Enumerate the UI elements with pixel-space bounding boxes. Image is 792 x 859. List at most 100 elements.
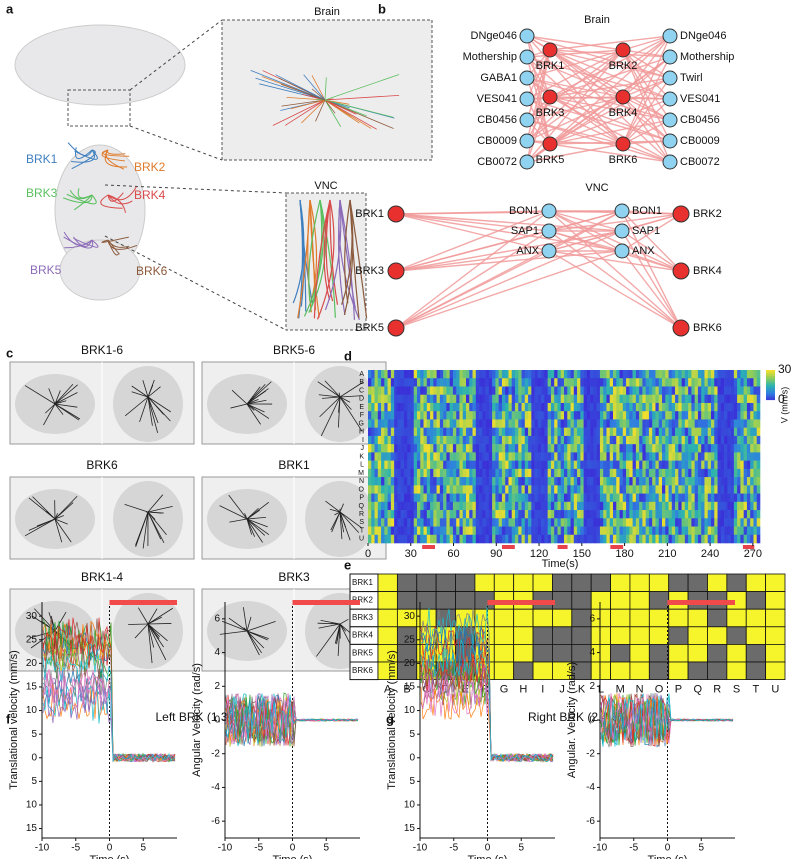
trace — [42, 617, 176, 763]
heatmap-cell — [707, 501, 712, 511]
heatmap-cell — [678, 378, 682, 387]
heatmap-cell — [577, 477, 581, 486]
col-label: I — [541, 684, 544, 696]
heatmap-cell — [701, 411, 705, 420]
node-label: CB0456 — [477, 114, 517, 126]
neurite — [45, 403, 56, 414]
heatmap-cell — [554, 427, 558, 437]
heatmap-cell — [524, 518, 529, 527]
x-axis-label: Time (s) — [90, 854, 130, 859]
heatmap-cell — [580, 518, 584, 527]
heatmap-cell — [564, 386, 568, 396]
heatmap-cell — [466, 435, 470, 445]
heatmap-cell — [662, 518, 666, 527]
heatmap-cell — [750, 370, 754, 379]
heatmap-cell — [567, 444, 571, 453]
heatmap-cell — [410, 501, 415, 511]
heatmap-cell — [547, 460, 552, 470]
heatmap-cell — [743, 419, 748, 428]
heatmap-cell — [459, 411, 464, 420]
heatmap-cell — [371, 526, 375, 536]
neuron-branch — [71, 149, 96, 170]
table-cell — [610, 644, 631, 663]
neurite — [246, 403, 265, 413]
table-cell — [552, 626, 573, 645]
heatmap-cell — [524, 411, 529, 420]
row-label: R — [359, 511, 364, 518]
heatmap-cell — [606, 485, 611, 494]
heatmap-cell — [658, 534, 663, 544]
network-edge — [526, 49, 624, 100]
heatmap-cell — [720, 534, 725, 544]
heatmap-cell — [528, 526, 532, 536]
heatmap-cell — [720, 435, 725, 445]
heatmap-cell — [488, 419, 493, 428]
node — [615, 89, 631, 105]
table-cell — [435, 591, 456, 610]
heatmap-cell — [524, 452, 529, 461]
heatmap-cell — [613, 435, 617, 445]
heatmap-cell — [743, 378, 748, 387]
heatmap-cell — [648, 526, 653, 536]
neurite — [125, 396, 149, 417]
heatmap-cell — [583, 402, 588, 412]
heatmap-cell — [397, 477, 401, 486]
heatmap-cell — [446, 378, 450, 387]
heatmap-cell — [541, 518, 545, 527]
heatmap-cell — [479, 526, 483, 536]
x-tick-label: -10 — [413, 843, 428, 854]
heatmap-cell — [505, 452, 509, 461]
heatmap-cell — [648, 501, 653, 511]
heatmap-cell — [400, 460, 405, 470]
heatmap-cell — [753, 394, 758, 404]
heatmap-cell — [521, 370, 526, 379]
node-label: DNge046 — [680, 30, 726, 42]
heatmap-cell — [730, 427, 735, 437]
heatmap-cell — [599, 485, 604, 494]
neurite — [54, 515, 64, 520]
heatmap-cell — [652, 452, 656, 461]
heatmap-cell — [459, 477, 464, 486]
heatmap-cell — [410, 477, 415, 486]
table-cell — [552, 644, 573, 663]
heatmap-cell — [727, 452, 731, 461]
heatmap-cell — [720, 427, 725, 437]
heatmap-cell — [658, 452, 663, 461]
heatmap-cell — [397, 460, 401, 470]
heatmap-cell — [410, 427, 415, 437]
neurite — [246, 616, 252, 632]
network-edge — [395, 213, 623, 252]
heatmap-cell — [544, 534, 548, 544]
heatmap-cell — [753, 468, 758, 478]
heatmap-cell — [426, 378, 431, 387]
heatmap-cell — [635, 435, 640, 445]
heatmap-cell — [626, 378, 630, 387]
heatmap-cell — [371, 427, 375, 437]
heatmap-cell — [469, 510, 473, 519]
table-cell — [765, 573, 786, 593]
heatmap-cell — [681, 468, 686, 478]
table-cell — [610, 626, 631, 645]
heatmap-cell — [697, 493, 702, 503]
heatmap-cell — [671, 518, 676, 527]
heatmap-cell — [377, 452, 382, 461]
heatmap-cell — [655, 518, 660, 527]
heatmap-cell — [534, 402, 539, 412]
heatmap-cell — [580, 452, 584, 461]
heatmap-cell — [642, 510, 646, 519]
heatmap-cell — [753, 526, 758, 536]
heatmap-cell — [727, 493, 731, 503]
heatmap-cell — [756, 534, 761, 544]
heatmap-cell — [632, 378, 637, 387]
heatmap-cell — [753, 411, 758, 420]
heatmap-cell — [524, 435, 529, 445]
network-edge — [549, 49, 671, 58]
heatmap-cell — [511, 378, 516, 387]
heatmap-cell — [547, 501, 552, 511]
heatmap-cell — [466, 468, 470, 478]
heatmap-cell — [459, 526, 464, 536]
heatmap-cell — [622, 518, 627, 527]
heatmap-cell — [750, 435, 754, 445]
heatmap-cell — [681, 378, 686, 387]
neurite — [54, 403, 64, 415]
